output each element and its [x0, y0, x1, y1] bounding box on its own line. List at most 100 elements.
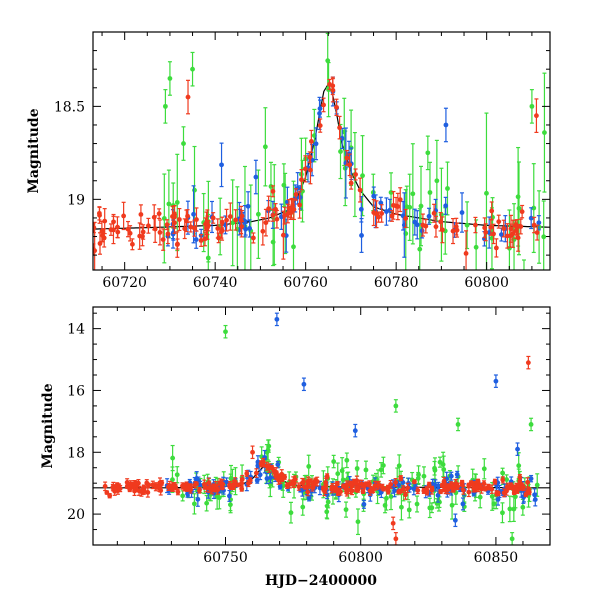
data-point-red	[501, 488, 507, 498]
data-point-red	[421, 487, 427, 494]
data-point-red	[431, 203, 437, 223]
data-point-red	[266, 463, 272, 473]
data-point-red	[297, 191, 303, 219]
data-point-red	[403, 489, 408, 500]
data-point-red	[504, 223, 510, 249]
data-point-red	[393, 196, 399, 215]
data-point-blue	[426, 207, 432, 225]
data-point-red	[482, 486, 488, 492]
data-point-red	[293, 188, 299, 201]
data-point-red	[473, 216, 478, 234]
data-point-red	[188, 221, 194, 233]
data-point-red	[461, 485, 466, 495]
data-point-red-outlier	[390, 516, 396, 531]
data-point-red	[227, 202, 233, 231]
data-point-red	[463, 230, 469, 270]
data-point-red	[389, 209, 395, 222]
data-point-red	[172, 205, 177, 229]
data-point-green	[342, 130, 348, 207]
data-point-red	[160, 228, 166, 251]
data-point-blue	[278, 203, 284, 230]
data-point-red	[141, 488, 147, 494]
data-point-red	[379, 204, 385, 223]
data-point-blue-outlier	[301, 377, 307, 392]
data-point-green	[484, 112, 489, 270]
data-point-green	[542, 72, 547, 193]
data-point-red	[379, 483, 385, 491]
data-point-green-outlier	[223, 324, 228, 339]
data-point-red	[450, 487, 456, 493]
data-point-red	[337, 115, 342, 140]
data-point-green	[306, 454, 312, 479]
data-point-red	[125, 220, 131, 238]
data-point-red-outlier	[534, 98, 539, 134]
data-point-blue	[435, 487, 441, 503]
data-point-red	[157, 219, 163, 246]
data-point-red	[270, 208, 276, 222]
data-point-red	[481, 480, 487, 488]
data-point-blue	[247, 219, 253, 238]
data-point-red	[273, 467, 279, 478]
data-point-red	[393, 478, 398, 487]
x-tick-label: 60760	[283, 275, 328, 291]
y-tick-label: 20	[67, 507, 85, 523]
data-point-red	[353, 480, 359, 486]
data-point-green	[343, 501, 349, 518]
data-point-red-outlier	[250, 445, 255, 460]
data-point-red	[280, 210, 286, 260]
data-point-red	[207, 483, 212, 493]
data-point-green	[414, 495, 420, 513]
data-point-red	[273, 203, 278, 216]
data-point-blue	[361, 499, 367, 509]
data-point-red	[531, 216, 537, 234]
data-point-red	[353, 168, 358, 181]
data-point-blue	[245, 191, 251, 222]
data-point-red	[489, 201, 495, 221]
top-y-axis-label: Magnitude	[26, 108, 42, 193]
data-point-green-outlier	[393, 399, 399, 413]
data-point-blue	[454, 470, 460, 479]
bottom-y-axis-label: Magnitude	[40, 383, 56, 468]
y-tick-label: 14	[67, 322, 85, 338]
data-point-blue	[191, 185, 196, 244]
data-point-red	[97, 206, 102, 224]
top-panel-frame	[92, 31, 551, 271]
data-point-green	[338, 123, 343, 180]
data-point-green	[378, 462, 384, 478]
data-point-red	[398, 475, 404, 482]
data-point-red	[224, 208, 229, 232]
data-point-red	[198, 233, 204, 247]
top-panel-ticks: 60720 60740 60760 60780 60800 18.5 19	[54, 31, 550, 291]
data-point-red	[93, 222, 97, 234]
data-point-green	[481, 458, 487, 480]
data-point-red	[376, 480, 382, 489]
data-point-red	[176, 207, 182, 232]
data-point-green	[415, 471, 421, 486]
data-point-red	[167, 480, 173, 491]
data-point-red	[330, 76, 336, 96]
data-point-red	[525, 488, 531, 496]
data-point-green	[534, 473, 540, 497]
data-point-red	[244, 470, 250, 477]
data-point-green	[427, 161, 433, 224]
data-point-green	[464, 201, 470, 250]
data-point-blue-outlier	[515, 442, 520, 456]
data-point-red	[334, 98, 339, 117]
data-point-green-outlier	[190, 51, 195, 87]
x-tick-label: 60740	[193, 275, 238, 291]
data-point-red	[156, 208, 162, 220]
data-point-green	[516, 161, 522, 256]
data-point-red	[348, 485, 353, 495]
data-point-red	[233, 209, 239, 231]
data-point-red	[154, 483, 159, 490]
data-point-red	[124, 478, 130, 487]
data-point-red	[219, 216, 225, 229]
x-tick-label: 60750	[203, 550, 248, 566]
data-point-red	[210, 212, 216, 224]
data-point-red	[305, 476, 311, 486]
data-point-red	[215, 218, 221, 239]
data-point-red	[492, 478, 498, 485]
data-point-red	[175, 488, 181, 496]
data-point-red	[347, 153, 353, 177]
